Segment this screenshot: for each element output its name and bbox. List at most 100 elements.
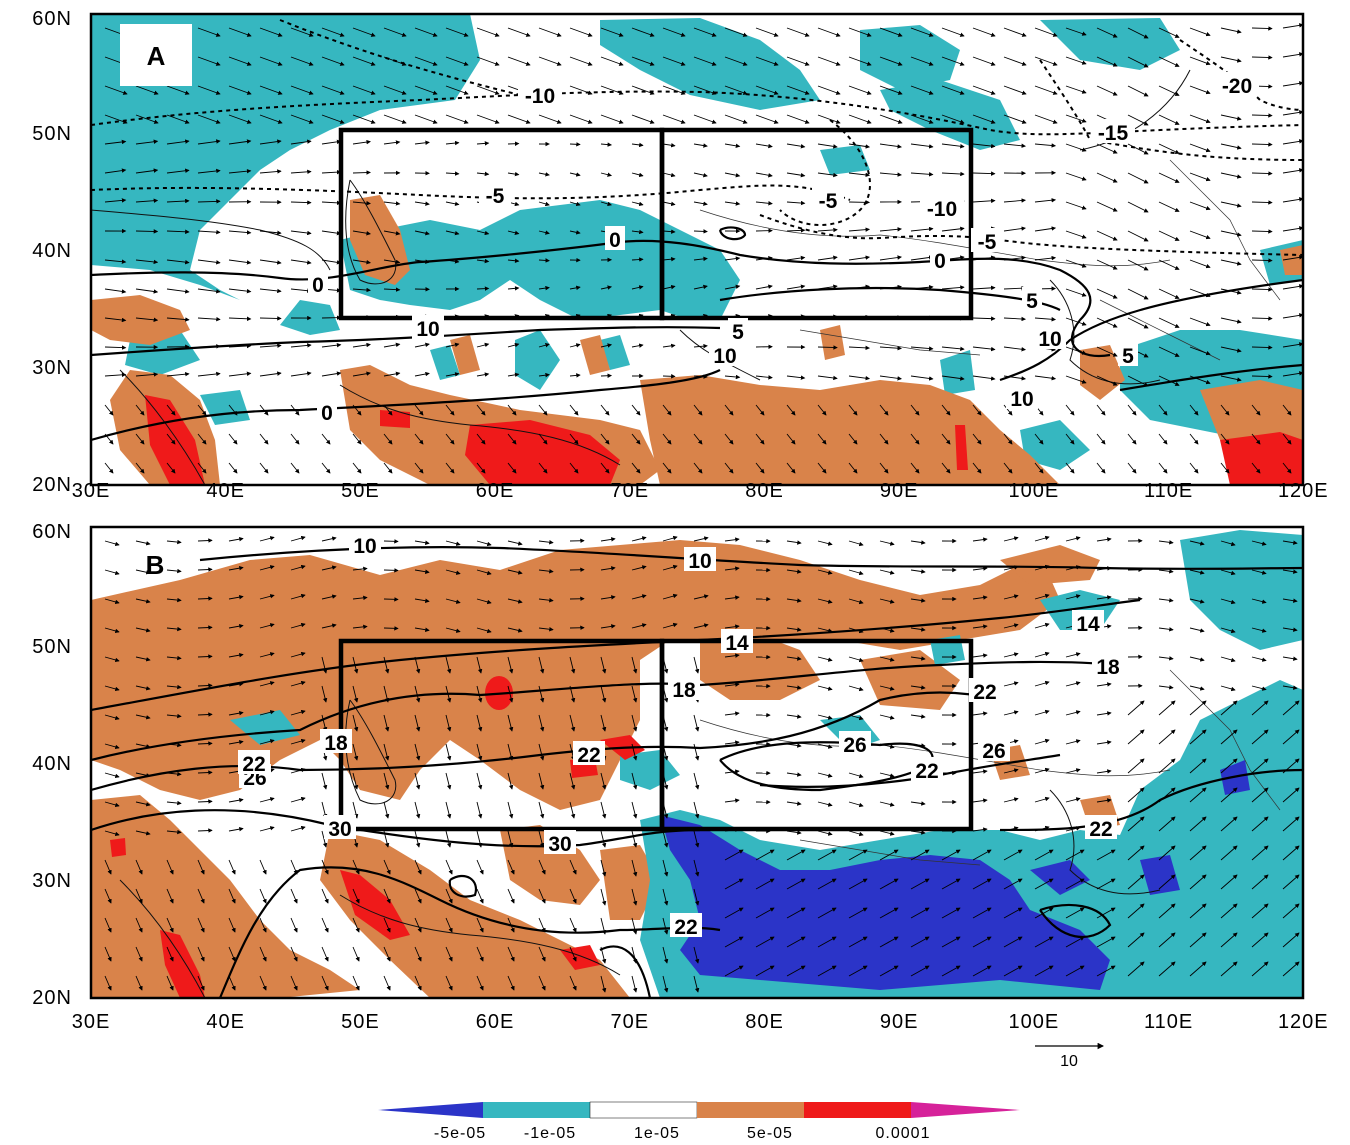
- wind-vector: [1003, 27, 1027, 37]
- wind-vector: [631, 714, 638, 732]
- wind-vector: [1158, 787, 1176, 803]
- wind-vector: [166, 626, 182, 632]
- wind-vector: [414, 859, 422, 875]
- wind-vector: [135, 772, 151, 778]
- wind-vector: [569, 772, 576, 790]
- wind-vector: [1065, 536, 1081, 542]
- wind-vector: [879, 569, 895, 575]
- wind-vector: [476, 598, 492, 605]
- wind-vector: [290, 825, 306, 832]
- wind-vector: [1003, 285, 1026, 291]
- wind-vector: [135, 85, 159, 95]
- wind-vector: [352, 56, 376, 66]
- wind-vector: [507, 462, 517, 474]
- wind-vector: [1034, 198, 1057, 203]
- wind-vector: [538, 404, 548, 416]
- wind-vector: [197, 712, 213, 717]
- wind-vector: [228, 114, 252, 124]
- wind-vector: [228, 826, 244, 832]
- wind-vector: [1096, 711, 1112, 716]
- wind-vector: [414, 404, 424, 416]
- colorbar-segment-weak-positive: [697, 1102, 804, 1118]
- wind-vector: [631, 565, 647, 571]
- wind-vector: [848, 830, 864, 837]
- wind-vector: [321, 114, 345, 124]
- wind-vector: [1158, 172, 1180, 183]
- wind-vector: [1096, 682, 1112, 687]
- panel-a-coastlines: [91, 69, 1281, 485]
- contour-label: 18: [672, 679, 696, 702]
- wind-vector: [352, 371, 371, 377]
- wind-vector: [848, 255, 871, 261]
- wind-vector: [1158, 598, 1174, 603]
- wind-vector: [879, 849, 899, 861]
- wind-vector: [569, 656, 576, 674]
- wind-vector: [1034, 27, 1058, 37]
- wind-vector: [1003, 797, 1019, 803]
- wind-vector: [290, 622, 306, 629]
- wind-vector: [879, 540, 895, 546]
- wind-vector: [786, 714, 802, 719]
- wind-vector: [383, 56, 407, 66]
- contour-label: 22: [1089, 818, 1112, 841]
- wind-vector: [631, 462, 641, 474]
- wind-vector: [879, 172, 902, 177]
- wind-vector: [817, 85, 841, 95]
- wind-vector: [352, 404, 362, 416]
- wind-vector: [228, 623, 244, 629]
- contour-label: 26: [982, 740, 1005, 763]
- wind-vector: [693, 743, 700, 761]
- wind-vector: [1158, 758, 1176, 774]
- wind-vector: [817, 540, 833, 546]
- wind-vector: [104, 888, 112, 904]
- wind-vector: [228, 536, 244, 542]
- wind-vector: [724, 595, 740, 600]
- wind-vector: [259, 433, 269, 445]
- wind-vector: [321, 230, 342, 236]
- wind-vector: [786, 540, 802, 545]
- wind-vector: [197, 229, 221, 235]
- wind-vector: [104, 85, 128, 95]
- wind-vector: [600, 714, 607, 732]
- wind-vector: [1034, 622, 1050, 629]
- wind-vector: [1065, 172, 1087, 181]
- wind-vector: [104, 404, 114, 416]
- wind-vector: [972, 114, 996, 124]
- wind-vector: [724, 769, 740, 774]
- wind-vector: [135, 404, 145, 416]
- wind-vector: [972, 433, 982, 445]
- wind-vector: [538, 714, 545, 732]
- wind-vector: [910, 627, 926, 632]
- wind-vector: [817, 743, 833, 749]
- wind-vector: [972, 878, 992, 890]
- wind-vector: [228, 652, 244, 658]
- wind-vector: [197, 433, 207, 445]
- wind-vector: [910, 255, 934, 261]
- wind-vector: [755, 56, 779, 66]
- wind-vector: [104, 801, 120, 808]
- wind-vector: [972, 375, 996, 381]
- wind-vector: [786, 462, 796, 474]
- wind-vector: [879, 743, 895, 749]
- wind-vector: [538, 343, 550, 348]
- wind-vector: [414, 685, 421, 703]
- wind-vector: [1220, 404, 1230, 416]
- wind-vector: [1003, 768, 1019, 774]
- wind-vector: [507, 342, 520, 348]
- contour-label: 14: [725, 632, 749, 655]
- wind-vector: [1251, 462, 1261, 474]
- wind-vector: [600, 830, 607, 848]
- wind-vector: [1158, 85, 1180, 96]
- wind-vector: [104, 656, 120, 663]
- contour-label-bg: [1215, 72, 1259, 96]
- wind-vector: [1127, 462, 1137, 474]
- wind-vector: [1127, 375, 1149, 387]
- wind-vector: [600, 142, 613, 147]
- y-tick-label: 20N: [32, 987, 72, 1009]
- wind-vector: [662, 830, 669, 848]
- wind-vector: [724, 114, 748, 124]
- wind-vector: [662, 142, 676, 148]
- contour-label: 30: [328, 818, 351, 841]
- wind-vector: [507, 27, 531, 37]
- wind-vector: [724, 201, 741, 206]
